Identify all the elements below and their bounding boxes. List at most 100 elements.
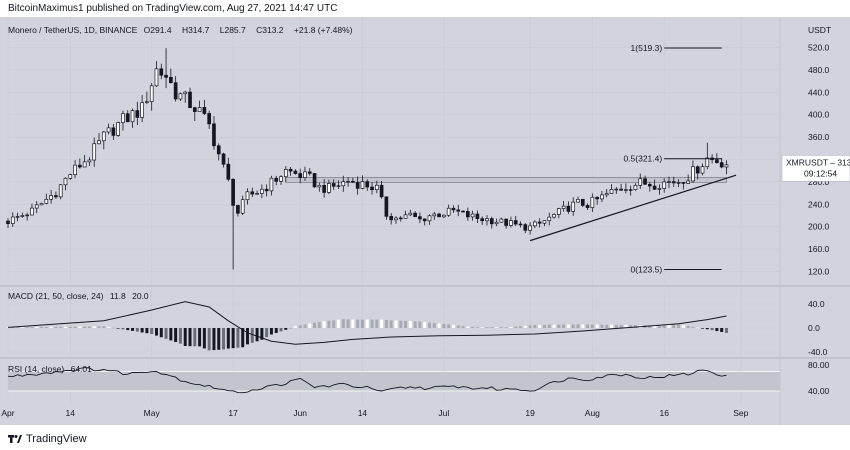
macd-histogram-bar [284,328,288,330]
candle [178,92,183,101]
price-legend: Monero / TetherUS, 1D, BINANCE O291.4 H3… [8,25,357,35]
macd-histogram-bar [317,322,321,328]
candle [542,220,547,227]
macd-histogram-bar [159,328,163,338]
macd-histogram-bar [260,328,264,340]
candle-body [197,107,202,112]
publish-info: BitcoinMaximus1 published on TradingView… [8,3,338,14]
change-label: +21.8 (+7.48%) [293,25,353,35]
macd-histogram-bar [653,325,657,328]
candle [293,169,298,175]
macd-histogram-bar [705,328,709,330]
candle [619,183,623,191]
candle [116,121,121,137]
candle-body [283,168,288,178]
macd-histogram-bar [20,327,24,328]
candle-body [54,195,58,198]
candle-body [509,220,513,226]
macd-histogram-bar [576,324,580,328]
candle [475,210,480,223]
macd-histogram-bar [624,324,628,328]
macd-histogram-bar [313,322,317,328]
macd-histogram-bar [399,320,403,328]
macd-value-2: 20.0 [132,291,149,301]
candle-body [331,183,336,187]
candle-body [312,173,317,188]
macd-histogram-bar [691,326,695,328]
candle-body [245,191,250,201]
macd-histogram-bar [408,321,412,328]
candle-body [657,188,662,190]
candle-body [303,171,307,178]
candle [609,184,614,194]
candle [207,110,212,129]
candle [662,178,667,193]
candle-body [346,180,350,183]
candle [279,175,283,185]
candle [667,176,671,189]
candle-body [169,76,173,84]
candle [533,220,537,229]
macd-histogram-bar [49,326,53,328]
candle-body [389,215,394,221]
candle [283,166,288,183]
candle-body [633,185,638,191]
candle-body [442,214,446,218]
macd-histogram-bar [269,328,273,335]
macd-histogram-bar [514,326,518,328]
candle [331,179,336,190]
candle [317,182,322,192]
candle [97,133,101,145]
macd-histogram-bar [629,325,633,328]
macd-histogram-bar [322,321,326,328]
candle [370,182,374,195]
macd-histogram-bar [633,325,637,328]
macd-histogram-bar [327,320,331,328]
axes: Apr 14 May 17 Jun 14 Jul 19 Aug 16 Sep 520.0 480.0 44… [1,43,850,418]
candle-body [437,213,441,218]
macd-tick-label: 40.0 [808,299,825,309]
candle [312,173,317,188]
macd-histogram-bar [538,324,542,328]
candle-body [475,213,480,219]
candle-body [451,207,456,211]
macd-histogram-bar [413,321,417,328]
macd-histogram-bar [255,328,259,342]
macd-histogram-bar [552,324,556,328]
candle-body [274,177,279,182]
candle [676,179,681,188]
candle [418,212,422,224]
fib-level-label: 1(519.3) [631,43,663,53]
macd-histogram-bar [337,319,340,328]
tradingview-brand: TradingView [8,433,87,445]
chart-lines: 1(519.3) 0.5(321.4) 0(123.5) [529,43,737,274]
macd-histogram-bar [610,324,614,328]
candle-body [10,216,15,225]
candle-body [662,181,667,189]
macd-histogram-bar [499,327,503,328]
candle-body [533,221,537,227]
candle [413,211,417,218]
candle-body [130,110,135,123]
x-tick-label: May [144,408,161,418]
candle-body [465,211,470,218]
candle [504,218,508,229]
macd-histogram-bar [59,326,63,328]
macd-histogram-bar [11,327,15,328]
candle-body [403,214,408,219]
macd-histogram-bar [351,319,355,328]
candle [322,179,326,198]
candle-body [226,163,231,180]
publish-bar: BitcoinMaximus1 published on TradingView… [0,0,850,17]
candle-body [293,170,298,174]
candle [288,167,293,176]
macd-histogram-bar [614,324,618,328]
candle-body [561,205,566,209]
candle-body [715,159,719,163]
candle [576,196,580,203]
macd-histogram-bar [289,328,293,329]
macd-histogram-bar [140,328,144,333]
candle [489,216,494,229]
candle [73,160,77,179]
